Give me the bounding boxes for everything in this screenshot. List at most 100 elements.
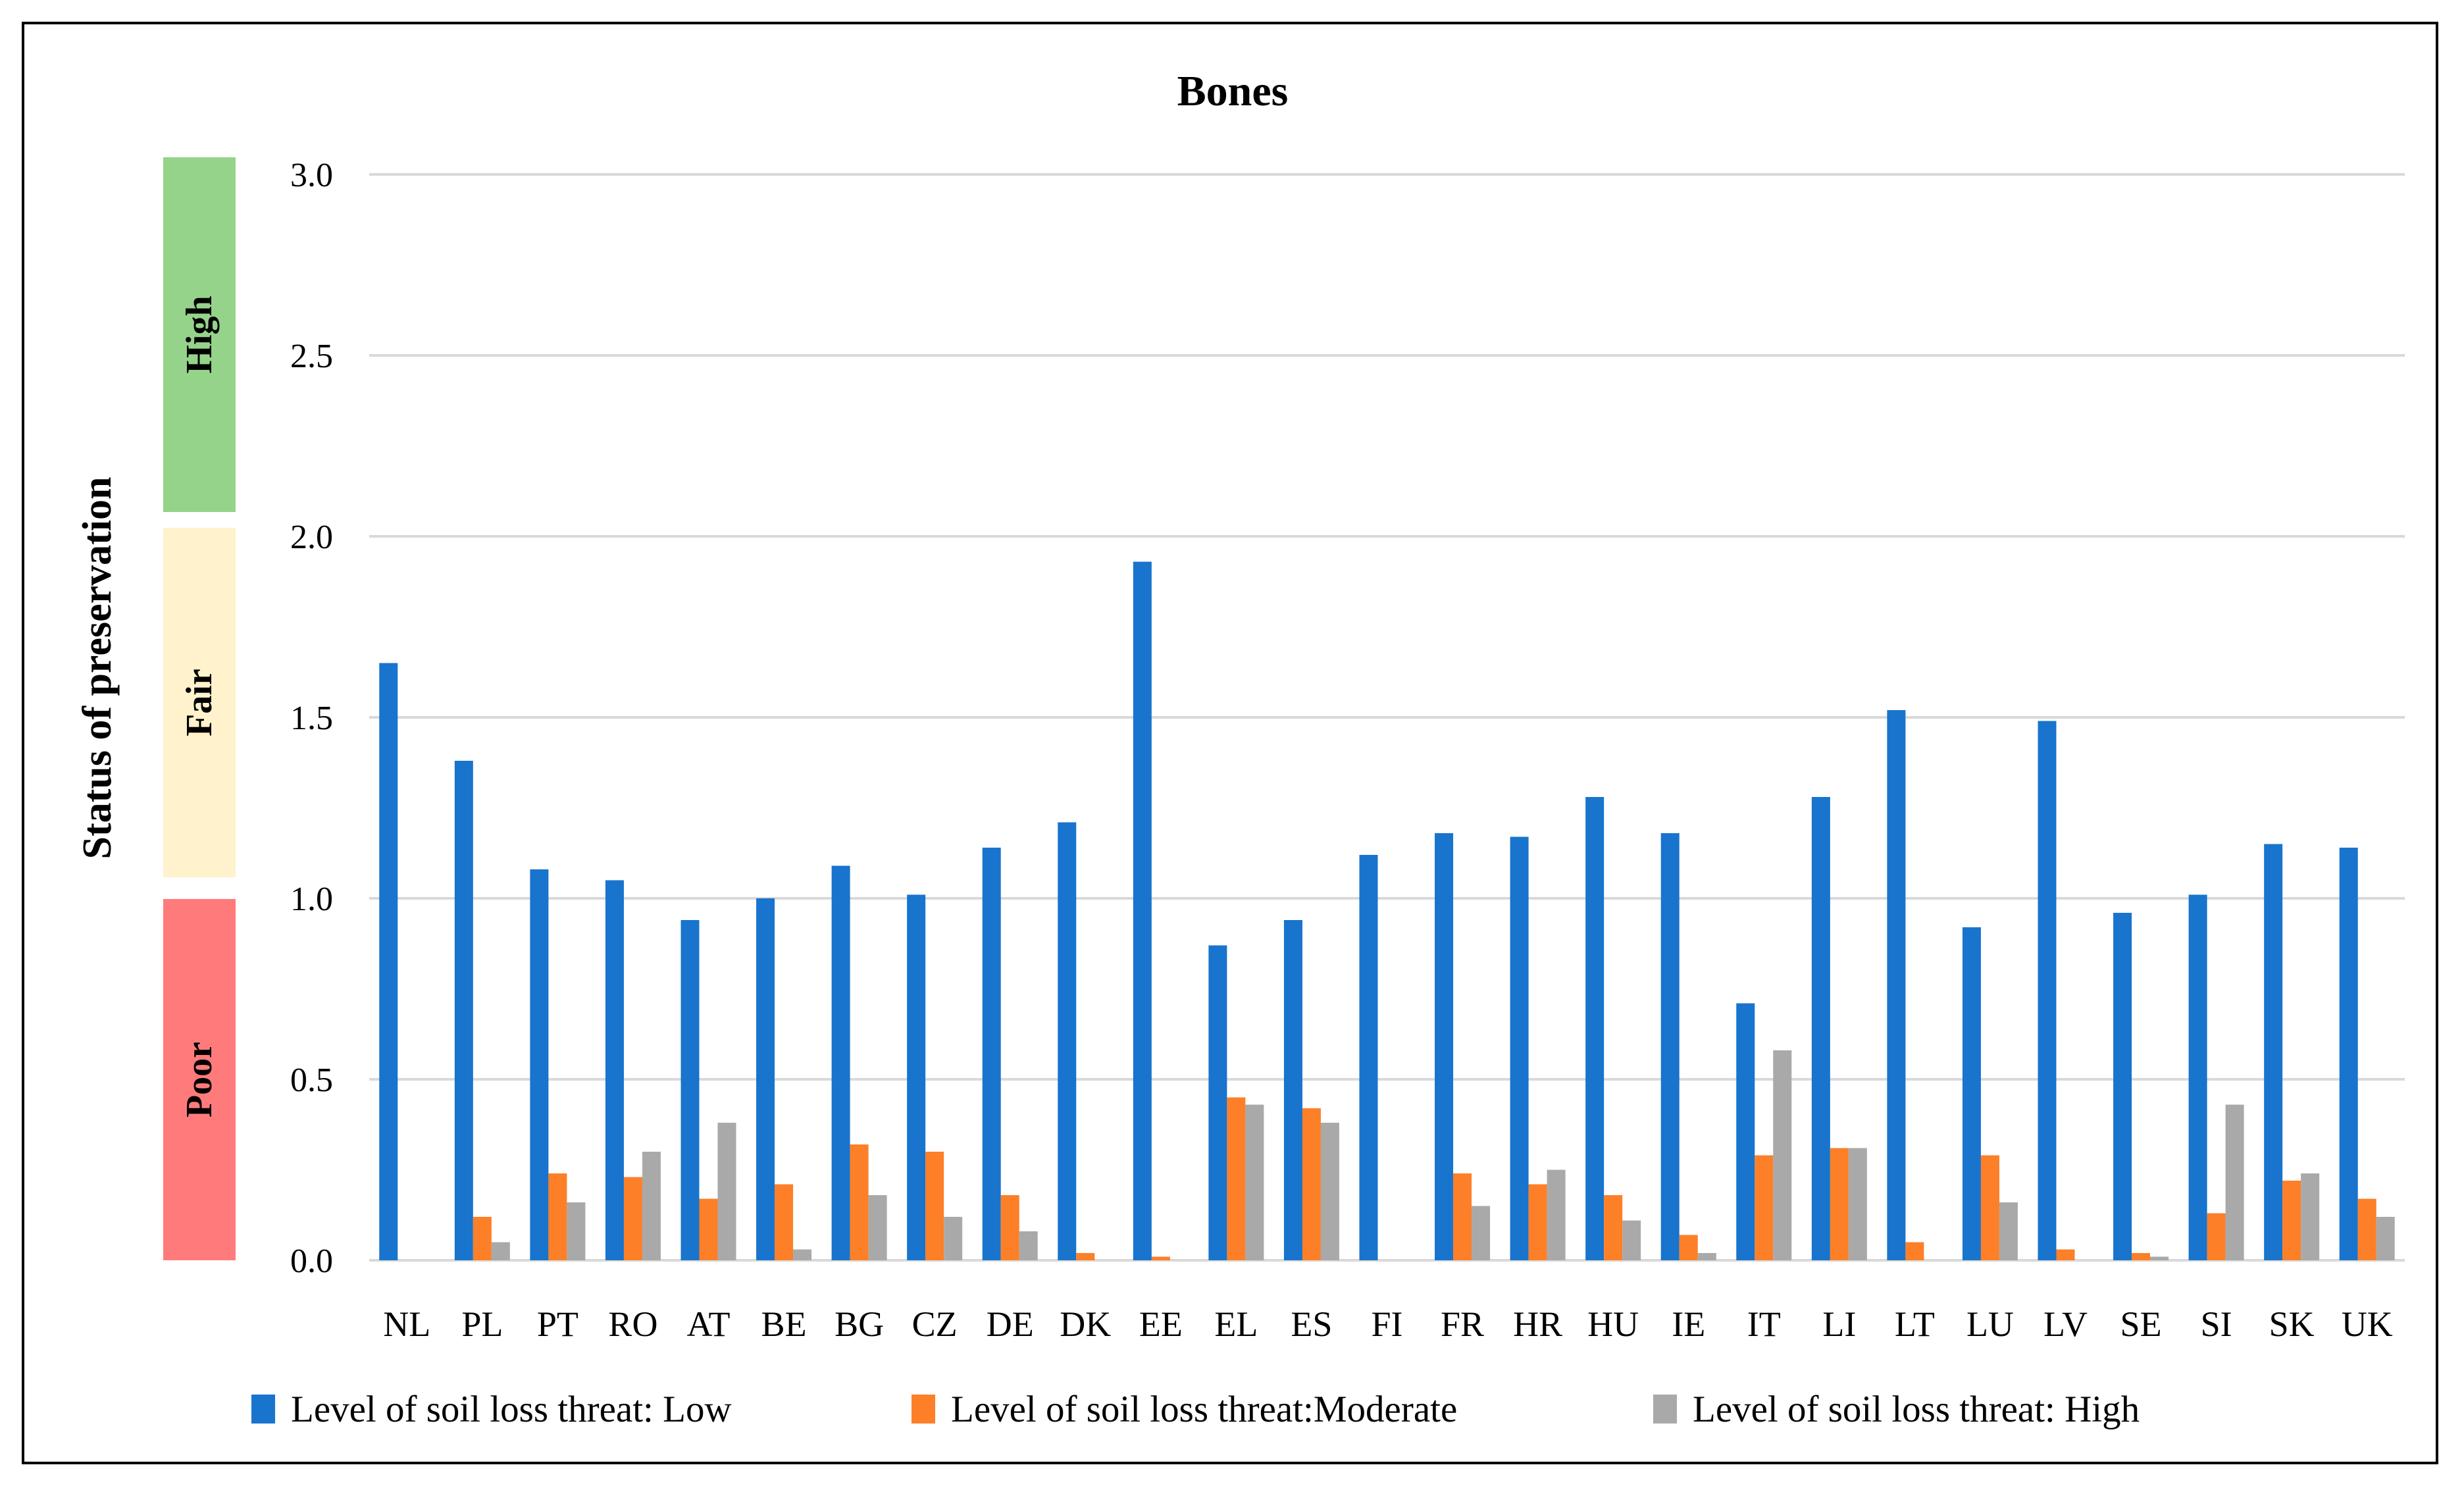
bar-lt-moderate (1905, 1242, 1924, 1260)
x-tick-label: BE (761, 1304, 807, 1344)
bar-ee-moderate (1151, 1256, 1170, 1260)
bar-hr-low (1510, 836, 1529, 1260)
status-band-label: Fair (179, 669, 220, 736)
x-tick-label: DK (1060, 1304, 1111, 1344)
x-tick-label: LU (1966, 1304, 2014, 1344)
bar-lv-moderate (2056, 1249, 2075, 1260)
y-axis-label: Status of preservation (75, 477, 120, 859)
bar-pt-moderate (548, 1173, 567, 1260)
legend: Level of soil loss threat: Low Level of s… (251, 1389, 2140, 1430)
bar-se-moderate (2132, 1253, 2151, 1260)
bar-lt-low (1887, 710, 1906, 1260)
bar-pt-low (530, 869, 549, 1260)
bar-ie-high (1697, 1253, 1716, 1260)
bar-it-high (1773, 1050, 1792, 1260)
bar-el-moderate (1227, 1097, 1246, 1260)
bar-bg-moderate (850, 1144, 869, 1260)
status-bands: High Fair Poor (163, 157, 236, 1260)
bar-ie-low (1660, 833, 1680, 1260)
bar-li-high (1848, 1148, 1867, 1260)
chart-title: Bones (1177, 67, 1289, 115)
x-tick-label: RO (608, 1304, 657, 1344)
chart-frame (22, 22, 2438, 1464)
x-tick-label: EE (1139, 1304, 1183, 1344)
bar-hu-high (1622, 1220, 1641, 1260)
x-tick-label: HR (1513, 1304, 1562, 1344)
bar-cz-low (907, 894, 926, 1260)
bar-ee-low (1133, 561, 1152, 1260)
bar-cz-moderate (925, 1152, 944, 1260)
status-band-high (163, 157, 236, 512)
bar-at-moderate (699, 1198, 718, 1260)
status-band-fair (163, 528, 236, 877)
legend-swatch-low (251, 1395, 275, 1424)
bar-hr-moderate (1528, 1184, 1547, 1260)
bar-uk-high (2376, 1217, 2395, 1260)
bar-se-low (2113, 913, 2132, 1260)
status-band-label: High (179, 295, 220, 373)
bar-pt-high (567, 1202, 586, 1260)
status-band-label: Poor (179, 1042, 220, 1117)
bar-ie-moderate (1679, 1235, 1698, 1260)
x-tick-label: UK (2342, 1304, 2393, 1344)
x-tick-label: EL (1214, 1304, 1258, 1344)
bar-lu-moderate (1980, 1155, 1999, 1260)
bar-ro-moderate (623, 1177, 642, 1260)
legend-swatch-high (1653, 1395, 1677, 1424)
legend-swatch-moderate (911, 1395, 935, 1424)
bar-lv-low (2038, 721, 2057, 1260)
bar-dk-moderate (1076, 1253, 1095, 1260)
legend-label: Level of soil loss threat:Moderate (951, 1389, 1457, 1430)
x-tick-label: SI (2201, 1304, 2232, 1344)
bar-it-moderate (1755, 1155, 1774, 1260)
bar-li-moderate (1830, 1148, 1849, 1260)
status-band-poor (163, 899, 236, 1260)
x-tick-label: IT (1747, 1304, 1781, 1344)
bar-hu-moderate (1604, 1195, 1623, 1260)
bar-lu-low (1962, 927, 1981, 1260)
bars (379, 561, 2395, 1260)
bar-pl-moderate (473, 1217, 492, 1260)
x-tick-label: CZ (912, 1304, 958, 1344)
bar-at-high (717, 1123, 736, 1260)
bar-fr-low (1435, 833, 1454, 1260)
x-tick-label: ES (1291, 1304, 1332, 1344)
bar-es-high (1320, 1123, 1339, 1260)
x-tick-label: PT (537, 1304, 578, 1344)
x-tick-label: PL (461, 1304, 503, 1344)
bar-es-moderate (1302, 1108, 1321, 1260)
bar-be-low (756, 898, 775, 1260)
x-tick-label: SK (2269, 1304, 2315, 1344)
x-tick-label: SE (2120, 1304, 2162, 1344)
x-tick-label: FI (1371, 1304, 1402, 1344)
y-tick-label: 2.5 (290, 338, 333, 375)
bar-uk-moderate (2357, 1198, 2376, 1260)
x-tick-label: LV (2043, 1304, 2088, 1344)
bar-nl-low (379, 663, 398, 1260)
bar-be-moderate (775, 1184, 794, 1260)
x-tick-label: LT (1895, 1304, 1935, 1344)
bar-de-moderate (1000, 1195, 1019, 1260)
bar-bg-high (868, 1195, 887, 1260)
y-tick-label: 0.0 (290, 1243, 333, 1280)
bar-se-high (2150, 1256, 2169, 1260)
x-tick-labels: NL PL PT RO AT BE BG CZ DE DK EE EL ES FI FR HR HU IE IT LI… (383, 1304, 2392, 1344)
bar-fr-high (1472, 1206, 1491, 1260)
bar-hr-high (1547, 1169, 1566, 1260)
y-tick-label: 1.5 (290, 700, 333, 737)
bar-uk-low (2339, 848, 2358, 1260)
x-tick-label: DE (987, 1304, 1034, 1344)
bar-es-low (1283, 920, 1302, 1260)
bar-si-low (2188, 894, 2207, 1260)
bar-si-high (2225, 1104, 2244, 1260)
bar-sk-low (2264, 844, 2283, 1260)
bar-de-high (1019, 1231, 1038, 1260)
bar-ro-high (642, 1152, 661, 1260)
bar-si-moderate (2207, 1213, 2226, 1260)
bar-sk-high (2301, 1173, 2320, 1260)
bar-ro-low (605, 880, 624, 1260)
x-tick-label: FR (1441, 1304, 1484, 1344)
bar-fr-moderate (1453, 1173, 1472, 1260)
bar-at-low (680, 920, 700, 1260)
